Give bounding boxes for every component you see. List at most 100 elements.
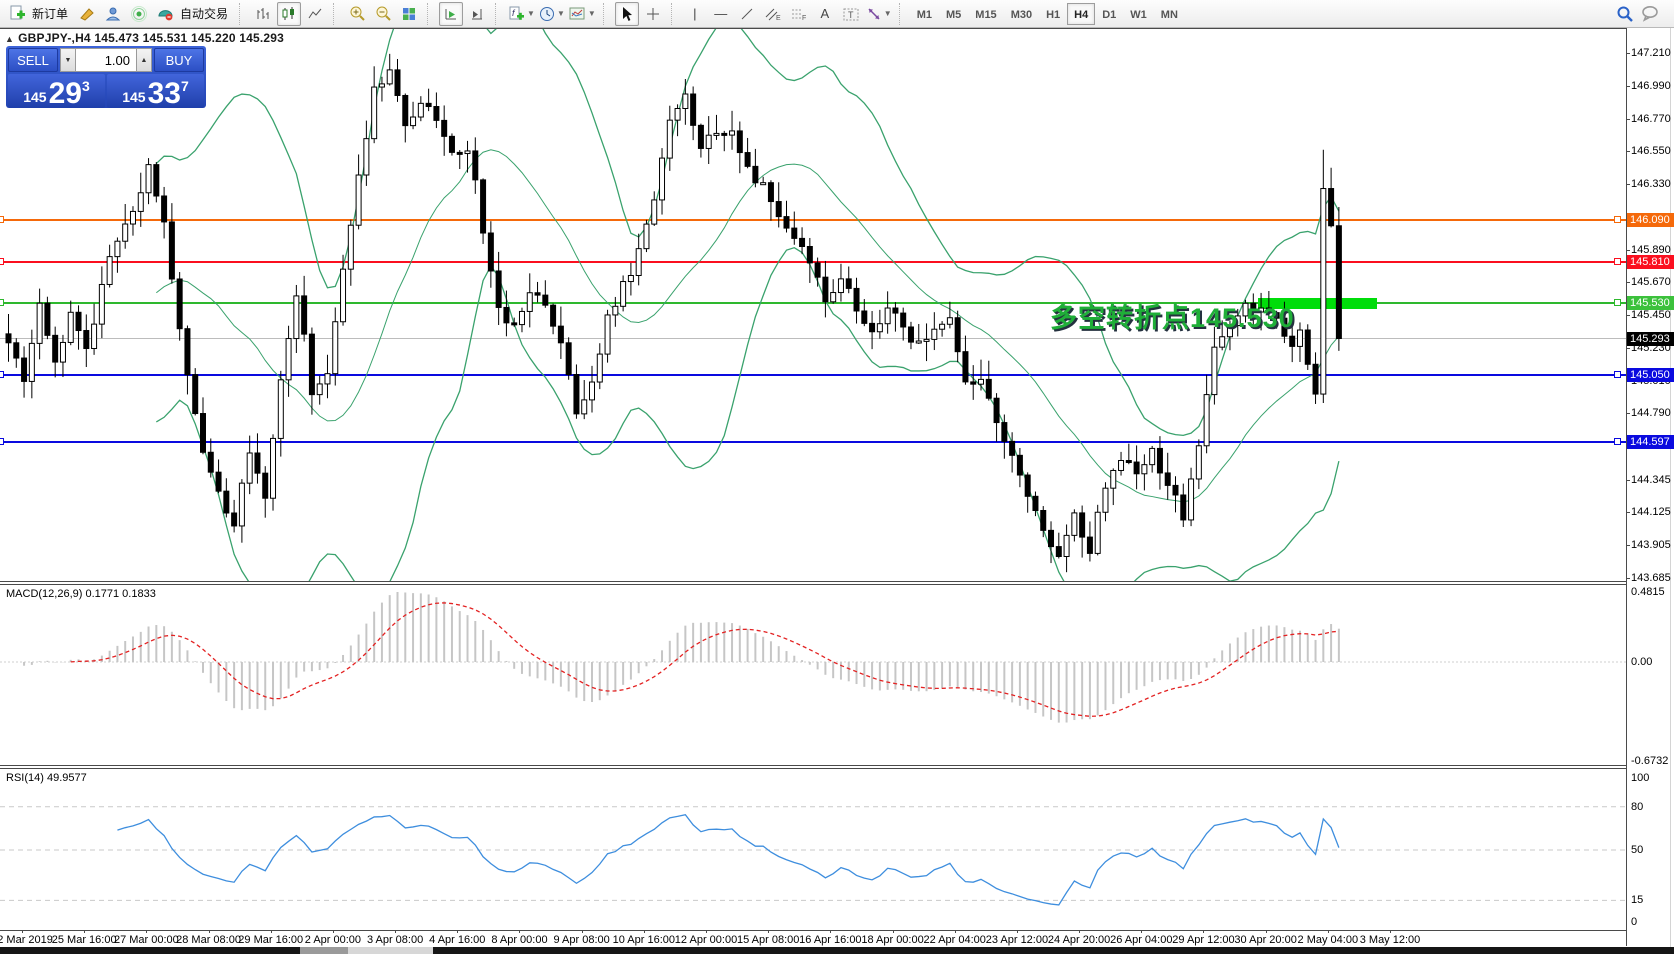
- candle-body: [791, 227, 798, 239]
- hline-145.05[interactable]: [0, 373, 1626, 376]
- candle-body: [21, 357, 28, 382]
- timeframe-button-d1[interactable]: D1: [1102, 8, 1117, 21]
- new-order-label[interactable]: 新订单: [32, 7, 69, 21]
- candle-body: [1016, 454, 1023, 476]
- channel-tool-button[interactable]: E: [761, 2, 785, 26]
- time-tick-mark: [768, 930, 770, 933]
- hline-anchor[interactable]: [0, 257, 4, 265]
- candle-body: [518, 310, 525, 326]
- indicators-button[interactable]: f ▼: [507, 2, 536, 26]
- timeframe-button-m1[interactable]: M1: [916, 8, 932, 21]
- hline-145.293[interactable]: [0, 338, 1626, 339]
- candle-body: [565, 342, 572, 376]
- time-tick-mark: [146, 930, 148, 933]
- pane-separator[interactable]: [0, 768, 1626, 769]
- chevron-down-icon: ▼: [587, 9, 596, 18]
- candle-body: [900, 312, 907, 328]
- hline-anchor[interactable]: [1614, 299, 1621, 307]
- fibonacci-tool-button[interactable]: F: [787, 2, 811, 26]
- bar-chart-mode-button[interactable]: [251, 2, 275, 26]
- timeframe-button-h4[interactable]: H4: [1067, 2, 1096, 25]
- pane-separator[interactable]: [0, 584, 1626, 585]
- hline-anchor[interactable]: [1614, 370, 1621, 378]
- candle-body: [402, 94, 409, 127]
- chart-annotation[interactable]: 多空转折点145.530: [1050, 303, 1295, 333]
- toolbar-separator: [427, 2, 434, 25]
- collapse-arrow-icon[interactable]: ▲: [5, 34, 15, 44]
- hline-anchor[interactable]: [0, 438, 4, 446]
- crayon-tool-button[interactable]: [75, 2, 99, 26]
- price-badge-145.050[interactable]: 145.050: [1627, 367, 1674, 382]
- candle-body: [550, 304, 557, 327]
- hline-anchor[interactable]: [0, 299, 4, 307]
- chart-shift-button[interactable]: [465, 2, 489, 26]
- scrollbar-segment[interactable]: [348, 947, 433, 954]
- zoom-in-button[interactable]: [345, 2, 369, 26]
- hline-anchor[interactable]: [0, 370, 4, 378]
- new-order-button[interactable]: [5, 2, 29, 26]
- timeframe-button-mn[interactable]: MN: [1160, 8, 1178, 21]
- hline-144.597[interactable]: [0, 441, 1626, 444]
- hline-145.81[interactable]: [0, 260, 1626, 263]
- templates-button[interactable]: ▼: [568, 2, 597, 26]
- horizontal-line-tool-button[interactable]: —: [709, 2, 733, 26]
- buy-button[interactable]: BUY: [154, 48, 204, 72]
- candle-body: [1195, 445, 1202, 480]
- sell-price-tile[interactable]: 145 29 3: [8, 74, 105, 108]
- candlestick-mode-button[interactable]: [277, 1, 302, 26]
- line-chart-mode-button[interactable]: [303, 2, 327, 26]
- periods-button[interactable]: ▼: [538, 2, 566, 26]
- hline-146.09[interactable]: [0, 218, 1626, 221]
- hline-anchor[interactable]: [0, 215, 4, 223]
- timeframe-button-m15[interactable]: M15: [975, 8, 997, 21]
- hline-anchor[interactable]: [1614, 257, 1621, 265]
- cursor-tool-button[interactable]: [614, 1, 639, 26]
- volume-decrease-button[interactable]: ▼: [60, 48, 76, 72]
- volume-input[interactable]: 1.00: [76, 48, 136, 72]
- time-tick-mark: [1141, 930, 1143, 933]
- vertical-line-tool-button[interactable]: |: [683, 2, 707, 26]
- price-badge-145.293[interactable]: 145.293: [1627, 331, 1674, 346]
- search-button[interactable]: [1613, 2, 1637, 26]
- text-tool-button[interactable]: A: [813, 2, 837, 26]
- autotrading-label[interactable]: 自动交易: [180, 7, 229, 21]
- scrollbar-segment[interactable]: [300, 947, 348, 954]
- price-badge-145.810[interactable]: 145.810: [1627, 254, 1674, 269]
- clock-icon: [539, 6, 554, 21]
- signals-button[interactable]: [127, 2, 151, 26]
- svg-text:E: E: [776, 15, 781, 22]
- hline-anchor[interactable]: [1614, 215, 1621, 223]
- buy-price-big: 33: [147, 76, 181, 110]
- volume-increase-button[interactable]: ▲: [136, 48, 152, 72]
- chat-button[interactable]: [1639, 2, 1663, 26]
- time-label: 2 Apr 00:00: [304, 934, 362, 946]
- arrows-tool-button[interactable]: ▼: [865, 2, 893, 26]
- profile-button[interactable]: [101, 2, 125, 26]
- sell-button[interactable]: SELL: [8, 48, 58, 72]
- tile-windows-button[interactable]: [397, 2, 421, 26]
- timeframe-button-m5[interactable]: M5: [946, 8, 962, 21]
- pane-separator[interactable]: [0, 765, 1626, 766]
- hline-anchor[interactable]: [1614, 438, 1621, 446]
- zoom-out-button[interactable]: [371, 2, 395, 26]
- timeframe-button-w1[interactable]: W1: [1130, 8, 1147, 21]
- crosshair-tool-button[interactable]: [641, 2, 665, 26]
- candle-body: [1304, 329, 1311, 365]
- candle-body: [713, 132, 720, 136]
- trendline-tool-button[interactable]: [735, 2, 759, 26]
- label-tool-button[interactable]: T: [839, 2, 863, 26]
- timeframe-button-m30[interactable]: M30: [1010, 8, 1033, 21]
- price-badge-146.090[interactable]: 146.090: [1627, 212, 1674, 227]
- chat-bubble-icon: [1642, 6, 1658, 22]
- hline-145.53[interactable]: [0, 302, 1626, 305]
- price-badge-145.530[interactable]: 145.530: [1627, 296, 1674, 311]
- pane-separator[interactable]: [0, 581, 1626, 582]
- buy-price-tile[interactable]: 145 33 7: [107, 74, 204, 108]
- price-tick-label: 146.550: [1631, 145, 1671, 158]
- price-badge-144.597[interactable]: 144.597: [1627, 435, 1674, 450]
- equidistant-channel-icon: E: [765, 8, 781, 22]
- timeframe-button-h1[interactable]: H1: [1046, 8, 1061, 21]
- autotrading-button[interactable]: [153, 2, 177, 26]
- chart-title-text: GBPJPY-,H4 145.473 145.531 145.220 145.2…: [18, 31, 285, 45]
- auto-scroll-button[interactable]: [439, 1, 464, 26]
